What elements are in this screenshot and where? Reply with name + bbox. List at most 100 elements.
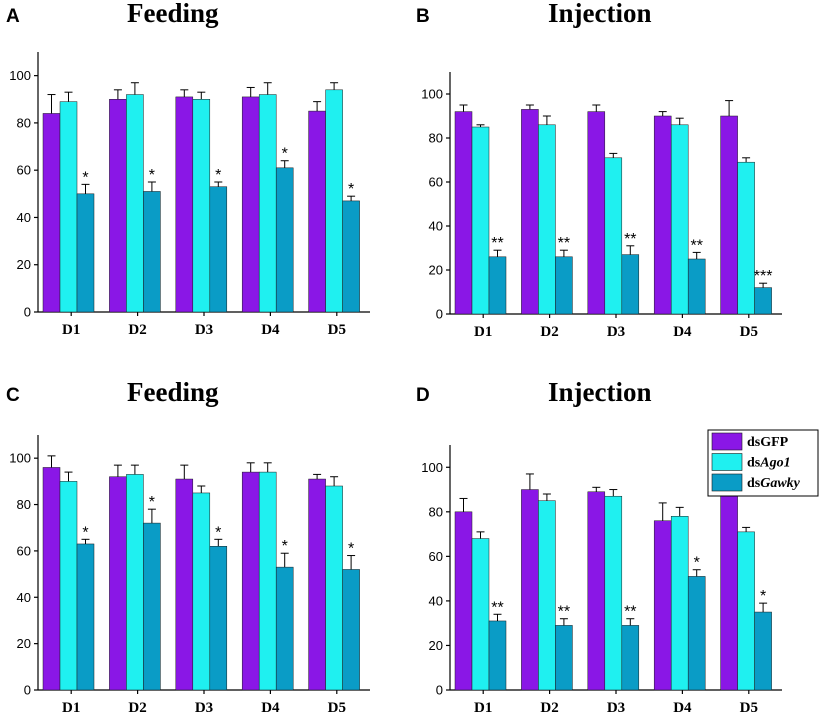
bar-dsgawky-d2 xyxy=(555,256,573,315)
bar-dsgfp-d5 xyxy=(720,495,738,691)
panel-letter: D xyxy=(416,385,430,406)
x-category-label: D3 xyxy=(607,700,625,715)
panel-letter: B xyxy=(416,6,430,27)
x-category-label: D4 xyxy=(673,324,692,340)
x-category-label: D2 xyxy=(540,324,558,340)
x-category-label: D1 xyxy=(474,700,492,715)
bar-dsago1-d1 xyxy=(59,481,78,691)
y-tick-label: 40 xyxy=(17,590,31,605)
bar-dsgfp-d4 xyxy=(653,520,672,691)
legend-swatch-dsgfp xyxy=(711,432,743,451)
y-tick-label: 40 xyxy=(429,219,443,234)
y-tick-label: 0 xyxy=(24,683,31,698)
bar-dsgawky-d1 xyxy=(76,543,95,691)
bar-dsago1-d2 xyxy=(538,124,556,315)
bar-dsgfp-d1 xyxy=(454,511,473,691)
significance-label: * xyxy=(760,588,766,605)
x-category-label: D3 xyxy=(607,324,625,340)
y-tick-label: 80 xyxy=(429,131,443,146)
bar-dsgfp-d5 xyxy=(720,115,738,315)
significance-label: * xyxy=(694,555,700,572)
significance-label: ** xyxy=(558,235,570,252)
x-category-label: D1 xyxy=(62,322,80,338)
bar-dsago1-d1 xyxy=(471,538,490,691)
bar-dsgawky-d3 xyxy=(209,546,228,691)
bar-dsago1-d3 xyxy=(192,99,211,313)
panel-title: Injection xyxy=(548,377,652,407)
bar-dsgfp-d3 xyxy=(587,491,606,691)
y-tick-label: 80 xyxy=(17,115,31,130)
legend-label-name: GFP xyxy=(760,435,788,450)
y-tick-label: 20 xyxy=(17,636,31,651)
chart-panel-a: A Feeding 0 20 40 60 80 100 * D1 * D2 * D3 * D4 * D5 xyxy=(6,0,370,338)
y-tick-label: 0 xyxy=(436,683,443,698)
panel-title: Injection xyxy=(548,0,652,28)
bar-dsgfp-d2 xyxy=(521,489,539,691)
x-category-label: D2 xyxy=(128,322,146,338)
x-category-label: D2 xyxy=(128,700,146,715)
x-category-label: D2 xyxy=(540,700,558,715)
x-category-label: D3 xyxy=(195,322,213,338)
bar-dsgawky-d2 xyxy=(143,522,161,691)
bar-dsago1-d2 xyxy=(126,474,144,691)
bar-dsgfp-d1 xyxy=(42,113,61,313)
significance-label: * xyxy=(348,541,354,558)
bar-dsago1-d2 xyxy=(538,500,556,691)
bar-dsago1-d3 xyxy=(192,492,211,691)
significance-label: * xyxy=(149,167,155,184)
panel-letter: C xyxy=(6,385,20,406)
bar-dsago1-d4 xyxy=(670,124,689,315)
bar-dsgfp-d5 xyxy=(308,478,326,691)
chart-panel-d: D Injection 0 20 40 60 80 100 ** D1 ** D2 ** D3 * D4 * D5 xyxy=(416,377,782,715)
bar-dsgawky-d1 xyxy=(76,193,95,313)
chart-panel-b: B Injection 0 20 40 60 80 100 ** D1 ** D2 ** D3 ** D4 **… xyxy=(416,0,782,340)
significance-label: * xyxy=(215,167,221,184)
y-tick-label: 0 xyxy=(436,307,443,322)
bar-dsago1-d5 xyxy=(737,161,755,315)
y-tick-label: 100 xyxy=(9,68,31,83)
bar-dsgfp-d2 xyxy=(109,476,127,691)
legend-label: dsGawky xyxy=(747,476,801,491)
y-tick-label: 20 xyxy=(429,638,443,653)
bar-dsgawky-d2 xyxy=(143,191,161,313)
significance-label: * xyxy=(215,524,221,541)
y-tick-label: 0 xyxy=(24,305,31,320)
bar-dsgawky-d5 xyxy=(754,611,772,691)
y-tick-label: 60 xyxy=(429,175,443,190)
legend-label-name: Ago1 xyxy=(759,456,790,471)
bar-dsgawky-d1 xyxy=(488,620,507,691)
y-tick-label: 60 xyxy=(17,543,31,558)
bar-dsgawky-d5 xyxy=(754,287,772,315)
x-category-label: D5 xyxy=(740,324,758,340)
y-tick-label: 60 xyxy=(17,163,31,178)
bar-dsgawky-d4 xyxy=(687,258,706,315)
significance-label: * xyxy=(82,169,88,186)
y-tick-label: 40 xyxy=(17,210,31,225)
legend-label: dsAgo1 xyxy=(747,456,791,471)
y-tick-label: 40 xyxy=(429,593,443,608)
bar-dsago1-d3 xyxy=(604,157,623,315)
chart-panel-c: C Feeding 0 20 40 60 80 100 * D1 * D2 * D3 * D4 * D5 xyxy=(6,377,370,715)
bar-dsago1-d5 xyxy=(737,531,755,691)
legend-swatch-dsgawky xyxy=(711,473,743,492)
bar-dsgawky-d5 xyxy=(342,200,360,313)
bar-dsgfp-d4 xyxy=(241,471,260,691)
legend: ds GFP dsAgo1 dsGawky xyxy=(707,429,819,497)
legend-label-prefix: ds xyxy=(747,476,761,491)
x-category-label: D5 xyxy=(328,700,346,715)
bar-dsgawky-d1 xyxy=(488,256,507,315)
bar-dsgfp-d3 xyxy=(587,111,606,315)
y-tick-label: 100 xyxy=(421,87,443,102)
y-tick-label: 100 xyxy=(421,460,443,475)
panel-title: Feeding xyxy=(127,0,219,28)
bar-dsgfp-d4 xyxy=(653,115,672,315)
significance-label: * xyxy=(82,524,88,541)
legend-label-name: Gawky xyxy=(760,476,800,491)
bar-dsgfp-d1 xyxy=(42,467,61,691)
y-tick-label: 20 xyxy=(17,257,31,272)
panel-letter: A xyxy=(6,6,20,27)
bar-dsago1-d5 xyxy=(325,89,343,313)
y-tick-label: 60 xyxy=(429,549,443,564)
bar-dsgfp-d2 xyxy=(109,99,127,313)
